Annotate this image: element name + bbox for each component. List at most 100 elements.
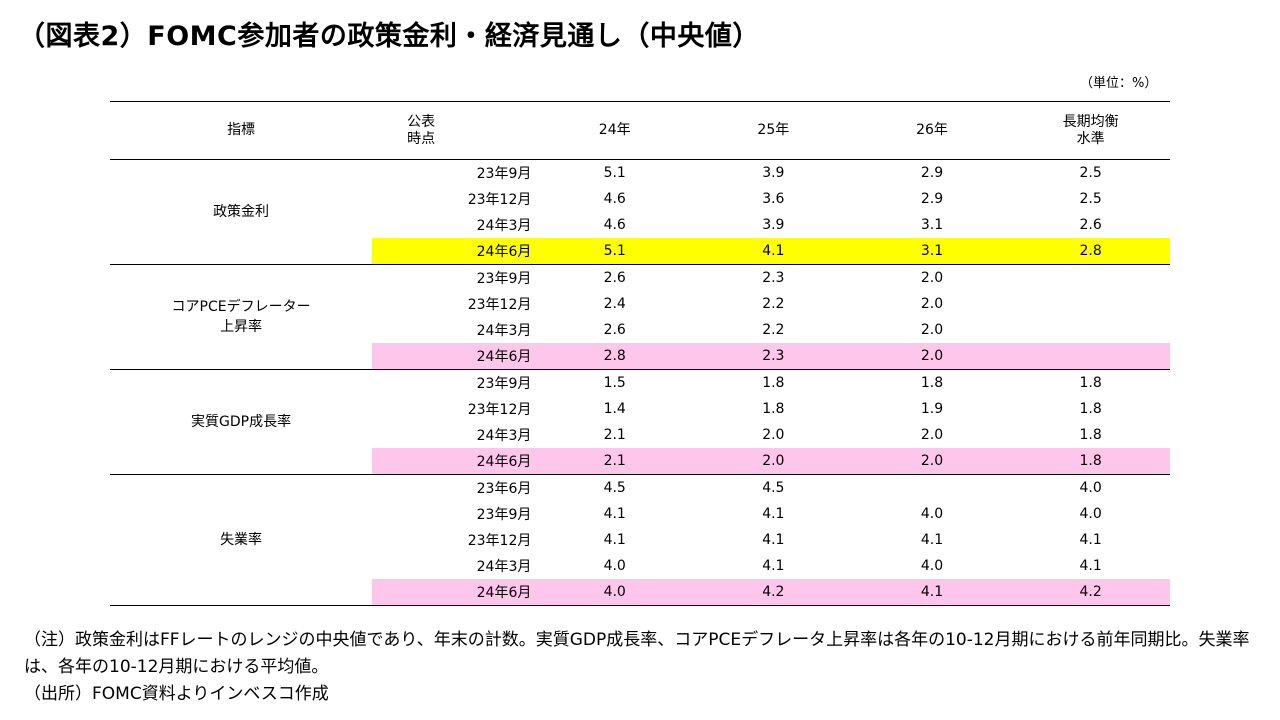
value-cell-y24: 4.0	[535, 579, 695, 606]
value-cell-y26: 4.0	[920, 558, 944, 574]
header-longrun-line2: 水準	[1076, 130, 1105, 147]
table-row: 23年12月 1.4 1.8 1.9 1.8	[110, 396, 1170, 422]
page-title: （図表2）FOMC参加者の政策金利・経済見通し（中央値）	[18, 21, 760, 52]
table-row: コアPCEデフレーター 上昇率 23年9月 2.6 2.3 2.0	[110, 264, 1170, 370]
published-cell: 24年6月	[372, 448, 536, 475]
indicator-label: 失業率	[110, 474, 373, 606]
value-cell-y25: 4.5	[762, 480, 785, 496]
table-row: 24年3月 2.6 2.2 2.0	[110, 317, 1170, 343]
value-cell-y24: 4.6	[603, 191, 626, 207]
value-cell-y24: 1.5	[603, 375, 626, 391]
value-cell-y25: 3.9	[762, 217, 785, 233]
indicator-label-line1: 政策金利	[213, 204, 270, 220]
table-row: 政策金利 23年9月 5.1 3.9 2.9 2.5	[110, 159, 1170, 265]
value-cell-y25: 1.8	[762, 375, 785, 391]
value-cell-y26: 4.0	[920, 506, 944, 522]
value-cell-y25: 4.1	[762, 558, 785, 574]
value-cell-y26: 2.9	[920, 191, 944, 207]
value-cell-y25: 1.8	[762, 401, 785, 417]
table-row: 24年6月 2.8 2.3 2.0	[110, 343, 1170, 370]
published-cell: 24年3月	[476, 559, 532, 575]
value-cell-lr: 4.0	[1079, 506, 1102, 522]
indicator-label: コアPCEデフレーター 上昇率	[110, 264, 373, 370]
note-text: （注）政策金利はFFレートのレンジの中央値であり、年末の計数。実質GDP成長率、…	[24, 630, 1250, 677]
table-row: 23年9月 4.1 4.1 4.0 4.0	[110, 501, 1170, 527]
header-y24: 24年	[535, 101, 695, 160]
table-row: 24年6月 2.1 2.0 2.0 1.8	[110, 448, 1170, 475]
value-cell-y26: 2.0	[920, 322, 944, 338]
published-cell: 24年3月	[476, 428, 532, 444]
header-published-line2: 時点	[407, 130, 436, 147]
published-cell: 23年12月	[467, 192, 532, 208]
value-cell-y25: 4.1	[762, 506, 785, 522]
value-cell-y25: 3.9	[762, 165, 785, 181]
table-row: 24年3月 4.6 3.9 3.1 2.6	[110, 212, 1170, 238]
published-cell: 23年12月	[467, 533, 532, 549]
table-row: 失業率 23年6月 4.5 4.5 4.0	[110, 474, 1170, 606]
value-cell-y26: 2.0	[920, 270, 944, 286]
value-cell-y25: 4.2	[694, 579, 853, 606]
value-cell-y24: 2.8	[535, 343, 695, 370]
indicator-label-line2: 上昇率	[220, 319, 263, 335]
value-cell-y25: 2.2	[762, 296, 785, 312]
table-row: 24年3月 2.1 2.0 2.0 1.8	[110, 422, 1170, 448]
indicator-label-line1: 実質GDP成長率	[191, 414, 292, 430]
published-cell: 23年12月	[467, 297, 532, 313]
value-cell-y26: 2.0	[920, 427, 944, 443]
value-cell-y24: 1.4	[603, 401, 626, 417]
value-cell-lr: 4.2	[1011, 579, 1170, 606]
table-row: 24年6月 4.0 4.2 4.1 4.2	[110, 579, 1170, 606]
value-cell-y26: 4.1	[852, 579, 1012, 606]
published-cell: 23年12月	[467, 402, 532, 418]
value-cell-y24: 2.1	[535, 448, 695, 475]
header-longrun: 長期均衡 水準	[1011, 101, 1170, 160]
value-cell-y26: 4.1	[920, 532, 944, 548]
table-header: 指標 公表 時点 24年 25年 26年 長期均衡 水準	[110, 101, 1170, 160]
value-cell-y26: 2.0	[852, 343, 1012, 370]
value-cell-lr	[1011, 291, 1170, 317]
value-cell-y25: 3.6	[762, 191, 785, 207]
value-cell-y26	[853, 475, 1012, 502]
value-cell-lr: 2.5	[1079, 191, 1102, 207]
table-row: 24年3月 4.0 4.1 4.0 4.1	[110, 553, 1170, 579]
source-text: （出所）FOMC資料よりインベスコ作成	[24, 684, 329, 704]
table-row: 23年12月 4.1 4.1 4.1 4.1	[110, 527, 1170, 553]
table-row: 実質GDP成長率 23年9月 1.5 1.8 1.8 1.8	[110, 369, 1170, 475]
value-cell-y25: 2.3	[694, 343, 853, 370]
table-row: 23年12月 2.4 2.2 2.0	[110, 291, 1170, 317]
value-cell-y24: 4.5	[603, 480, 626, 496]
value-cell-lr: 4.1	[1079, 558, 1102, 574]
value-cell-y26: 2.9	[920, 165, 944, 181]
value-cell-y25: 4.1	[694, 238, 853, 265]
value-cell-y25: 2.0	[694, 448, 853, 475]
value-cell-lr: 2.6	[1079, 217, 1102, 233]
value-cell-lr: 1.8	[1079, 427, 1102, 443]
table-body: 政策金利 23年9月 5.1 3.9 2.9 2.5 23年12月 4.6 3.6 2.9 2.5 2…	[110, 159, 1170, 606]
header-row: 指標 公表 時点 24年 25年 26年 長期均衡 水準	[110, 101, 1170, 160]
published-cell: 23年9月	[476, 376, 532, 392]
value-cell-y24: 4.0	[603, 558, 626, 574]
value-cell-y24: 4.1	[603, 506, 626, 522]
published-cell: 23年9月	[476, 271, 532, 287]
value-cell-y25: 2.2	[762, 322, 785, 338]
value-cell-y26: 3.1	[920, 217, 944, 233]
projections-table: 指標 公表 時点 24年 25年 26年 長期均衡 水準 政策金利 23年9月 5.…	[110, 101, 1170, 606]
value-cell-y26: 2.0	[920, 296, 944, 312]
value-cell-lr: 1.8	[1079, 375, 1102, 391]
value-cell-lr: 2.5	[1079, 165, 1102, 181]
value-cell-y24: 4.6	[603, 217, 626, 233]
table-row: 24年6月 5.1 4.1 3.1 2.8	[110, 238, 1170, 265]
value-cell-y26: 1.8	[920, 375, 944, 391]
published-cell: 23年9月	[476, 166, 532, 182]
value-cell-lr: 4.1	[1079, 532, 1102, 548]
header-y26: 26年	[852, 101, 1012, 160]
header-published: 公表 時点	[372, 101, 536, 160]
value-cell-y24: 4.1	[603, 532, 626, 548]
published-cell: 24年6月	[372, 343, 536, 370]
header-indicator: 指標	[110, 101, 373, 160]
published-cell: 24年3月	[476, 218, 532, 234]
value-cell-y24: 2.6	[603, 270, 626, 286]
value-cell-y26: 3.1	[852, 238, 1012, 265]
value-cell-lr	[1011, 317, 1170, 343]
value-cell-y24: 5.1	[603, 165, 626, 181]
